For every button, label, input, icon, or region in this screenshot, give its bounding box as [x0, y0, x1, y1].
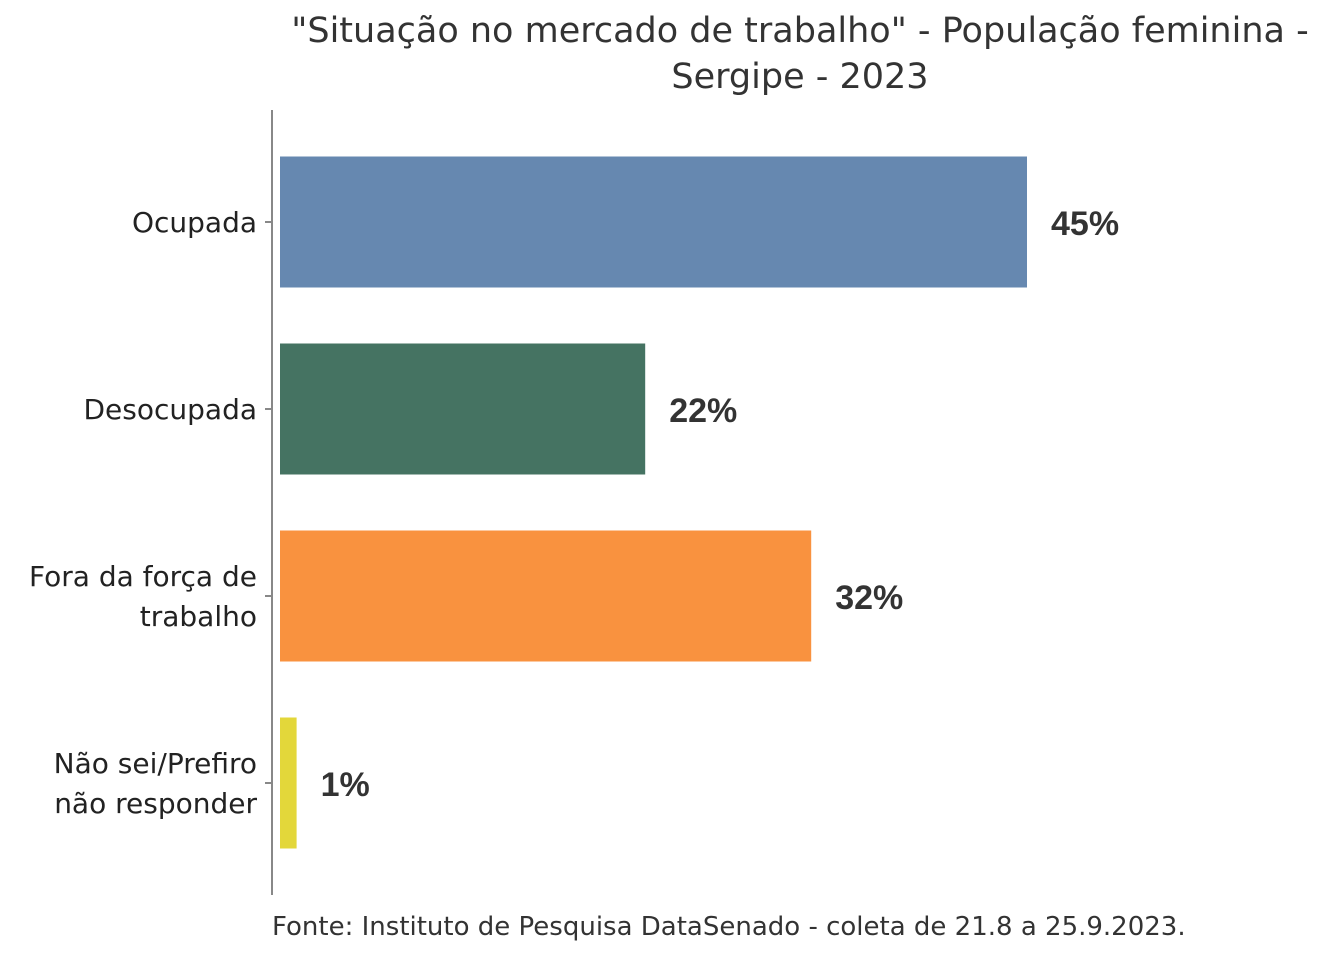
source-caption: Fonte: Instituto de Pesquisa DataSenado … — [272, 912, 1186, 942]
value-label-0: 45% — [1051, 205, 1119, 243]
value-label-2: 32% — [835, 579, 903, 617]
value-label-1: 22% — [669, 392, 737, 430]
value-label-3: 1% — [321, 766, 370, 804]
chart-title: "Situação no mercado de trabalho" - Popu… — [250, 8, 1344, 100]
category-label-0-0: Ocupada — [132, 206, 257, 239]
category-label-3-0: Não sei/Prefiro — [54, 747, 257, 780]
category-label-2-1: trabalho — [140, 600, 257, 633]
bar-1 — [280, 343, 646, 475]
category-label-2-0: Fora da força de — [29, 560, 257, 593]
chart-title-line-1: "Situação no mercado de trabalho" - Popu… — [291, 11, 1309, 51]
bar-3 — [280, 717, 297, 849]
category-label-1-0: Desocupada — [83, 393, 257, 426]
chart-title-line-2: Sergipe - 2023 — [671, 57, 929, 97]
bar-2 — [280, 530, 812, 662]
category-label-3-1: não responder — [54, 787, 257, 820]
bar-0 — [280, 156, 1027, 288]
